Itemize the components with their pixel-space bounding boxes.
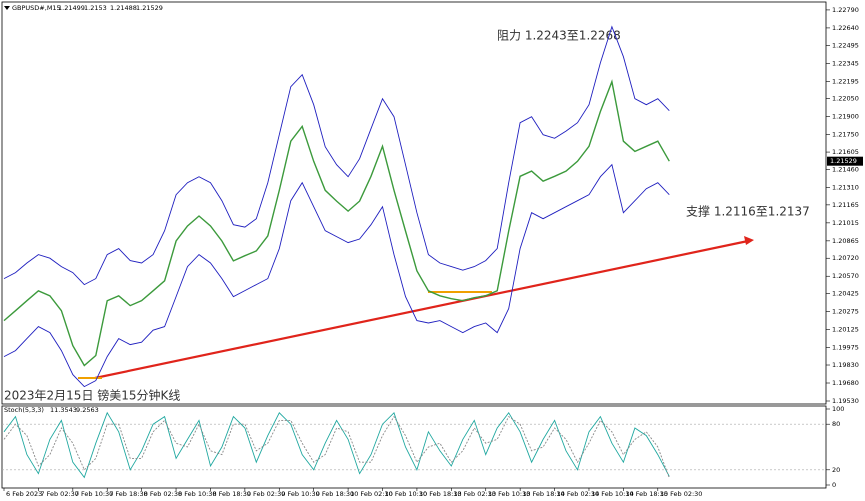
x-tick-label: 9 Feb 02:30 xyxy=(247,490,286,498)
x-tick-label: 13 Feb 02:30 xyxy=(453,490,496,498)
x-tick-label: 6 Feb 2023 xyxy=(6,490,42,498)
price-pane xyxy=(1,1,827,405)
chart-title: 2023年2月15日 镑美15分钟K线 xyxy=(4,388,180,403)
series-line xyxy=(3,411,670,479)
pane-icon xyxy=(4,6,10,10)
y-tick-label: 20 xyxy=(832,466,840,474)
y-tick-label: 1.19830 xyxy=(832,361,859,369)
y-tick-label: 1.22345 xyxy=(832,59,859,67)
series-line xyxy=(3,79,670,367)
x-tick-label: 10 Feb 02:30 xyxy=(350,490,393,498)
stoch-name: Stoch(5,3,3) xyxy=(4,406,44,414)
y-tick-label: 1.20125 xyxy=(832,326,859,334)
series-line xyxy=(3,25,670,286)
x-tick-label: 8 Feb 02:30 xyxy=(144,490,183,498)
x-tick-label: 8 Feb 18:30 xyxy=(212,490,251,498)
y-tick-label: 1.21460 xyxy=(832,165,859,173)
x-tick-label: 13 Feb 18:30 xyxy=(522,490,565,498)
y-tick-label: 1.21900 xyxy=(832,113,859,121)
ohlc-value: 1.21488 xyxy=(110,4,137,12)
series-line xyxy=(3,163,670,388)
y-tick-label: 1.20275 xyxy=(832,308,859,316)
x-tick-label: 7 Feb 18:30 xyxy=(109,490,148,498)
trend-arrow xyxy=(94,239,749,380)
x-tick-label: 10 Feb 18:30 xyxy=(419,490,462,498)
series-line xyxy=(3,415,670,479)
y-tick-label: 1.22050 xyxy=(832,95,859,103)
x-tick-label: 14 Feb 18:30 xyxy=(625,490,668,498)
x-tick-label: 15 Feb 02:30 xyxy=(660,490,703,498)
stoch-value: 9.2563 xyxy=(76,406,99,414)
ohlc-value: 1.2153 xyxy=(84,4,107,12)
y-tick-label: 1.20720 xyxy=(832,254,859,262)
y-tick-label: 1.19680 xyxy=(832,379,859,387)
y-tick-label: 0 xyxy=(832,481,836,489)
y-tick-label: 80 xyxy=(832,420,840,428)
x-tick-label: 14 Feb 10:30 xyxy=(591,490,634,498)
ohlc-value: 1.21499 xyxy=(58,4,85,12)
stoch-value: 11.3543 xyxy=(50,406,77,414)
y-tick-label: 1.21310 xyxy=(832,183,859,191)
x-tick-label: 13 Feb 10:30 xyxy=(488,490,531,498)
y-tick-label: 1.22195 xyxy=(832,77,859,85)
y-tick-label: 1.21165 xyxy=(832,201,859,209)
y-tick-label: 1.22640 xyxy=(832,24,859,32)
x-tick-label: 8 Feb 10:30 xyxy=(178,490,217,498)
y-tick-label: 1.19975 xyxy=(832,344,859,352)
y-tick-label: 1.20570 xyxy=(832,272,859,280)
x-tick-label: 7 Feb 10:30 xyxy=(75,490,114,498)
x-tick-label: 14 Feb 02:30 xyxy=(557,490,600,498)
price-label-bg xyxy=(827,156,863,166)
y-tick-label: 1.21750 xyxy=(832,131,859,139)
price-label: 1.21529 xyxy=(830,157,857,165)
arrow-head xyxy=(744,236,754,245)
y-tick-label: 100 xyxy=(832,405,844,413)
x-tick-label: 10 Feb 10:30 xyxy=(385,490,428,498)
symbol: GBPUSD#,M15 xyxy=(12,4,61,12)
y-tick-label: 1.21605 xyxy=(832,148,859,156)
y-tick-label: 1.21015 xyxy=(832,219,859,227)
x-tick-label: 9 Feb 10:30 xyxy=(281,490,320,498)
x-tick-label: 7 Feb 02:30 xyxy=(40,490,79,498)
annotation: 支撑 1.2116至1.2137 xyxy=(686,204,810,219)
stoch-pane xyxy=(1,405,827,489)
y-tick-label: 1.22790 xyxy=(832,6,859,14)
y-tick-label: 1.20865 xyxy=(832,237,859,245)
x-tick-label: 9 Feb 18:30 xyxy=(316,490,355,498)
y-tick-label: 1.20425 xyxy=(832,290,859,298)
ohlc-value: 1.21529 xyxy=(136,4,163,12)
y-tick-label: 1.22495 xyxy=(832,41,859,49)
y-tick-label: 1.19530 xyxy=(832,397,859,405)
annotation: 阻力 1.2243至1.2268 xyxy=(497,29,621,43)
